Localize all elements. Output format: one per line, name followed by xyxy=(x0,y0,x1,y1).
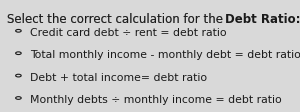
Text: Total monthly income - monthly debt = debt ratio: Total monthly income - monthly debt = de… xyxy=(30,50,300,60)
Text: Select the correct calculation for the: Select the correct calculation for the xyxy=(7,13,227,26)
Text: Debt Ratio:: Debt Ratio: xyxy=(225,13,300,26)
Text: Select the correct calculation for the: Select the correct calculation for the xyxy=(7,13,227,26)
Text: Select the correct calculation for the: Select the correct calculation for the xyxy=(7,13,227,26)
Text: Monthly debts ÷ monthly income = debt ratio: Monthly debts ÷ monthly income = debt ra… xyxy=(30,95,282,105)
Text: Credit card debt ÷ rent = debt ratio: Credit card debt ÷ rent = debt ratio xyxy=(30,28,226,38)
Text: Debt + total income= debt ratio: Debt + total income= debt ratio xyxy=(30,73,207,83)
